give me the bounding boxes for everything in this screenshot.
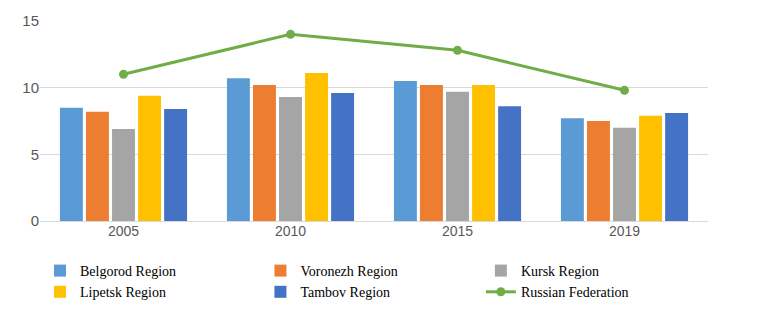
svg-text:Belgorod Region: Belgorod Region xyxy=(80,264,176,279)
svg-text:Lipetsk Region: Lipetsk Region xyxy=(80,285,166,300)
svg-text:2005: 2005 xyxy=(108,223,139,239)
svg-text:Voronezh Region: Voronezh Region xyxy=(300,264,397,279)
svg-text:0: 0 xyxy=(31,212,39,229)
svg-text:Russian Federation: Russian Federation xyxy=(521,285,629,300)
svg-text:2015: 2015 xyxy=(442,223,473,239)
svg-text:2019: 2019 xyxy=(609,223,640,239)
svg-text:10: 10 xyxy=(22,79,39,96)
svg-text:5: 5 xyxy=(31,146,39,163)
svg-text:15: 15 xyxy=(22,12,39,29)
svg-text:Kursk Region: Kursk Region xyxy=(521,264,599,279)
svg-text:2010: 2010 xyxy=(275,223,306,239)
svg-text:Tambov Region: Tambov Region xyxy=(300,285,390,300)
